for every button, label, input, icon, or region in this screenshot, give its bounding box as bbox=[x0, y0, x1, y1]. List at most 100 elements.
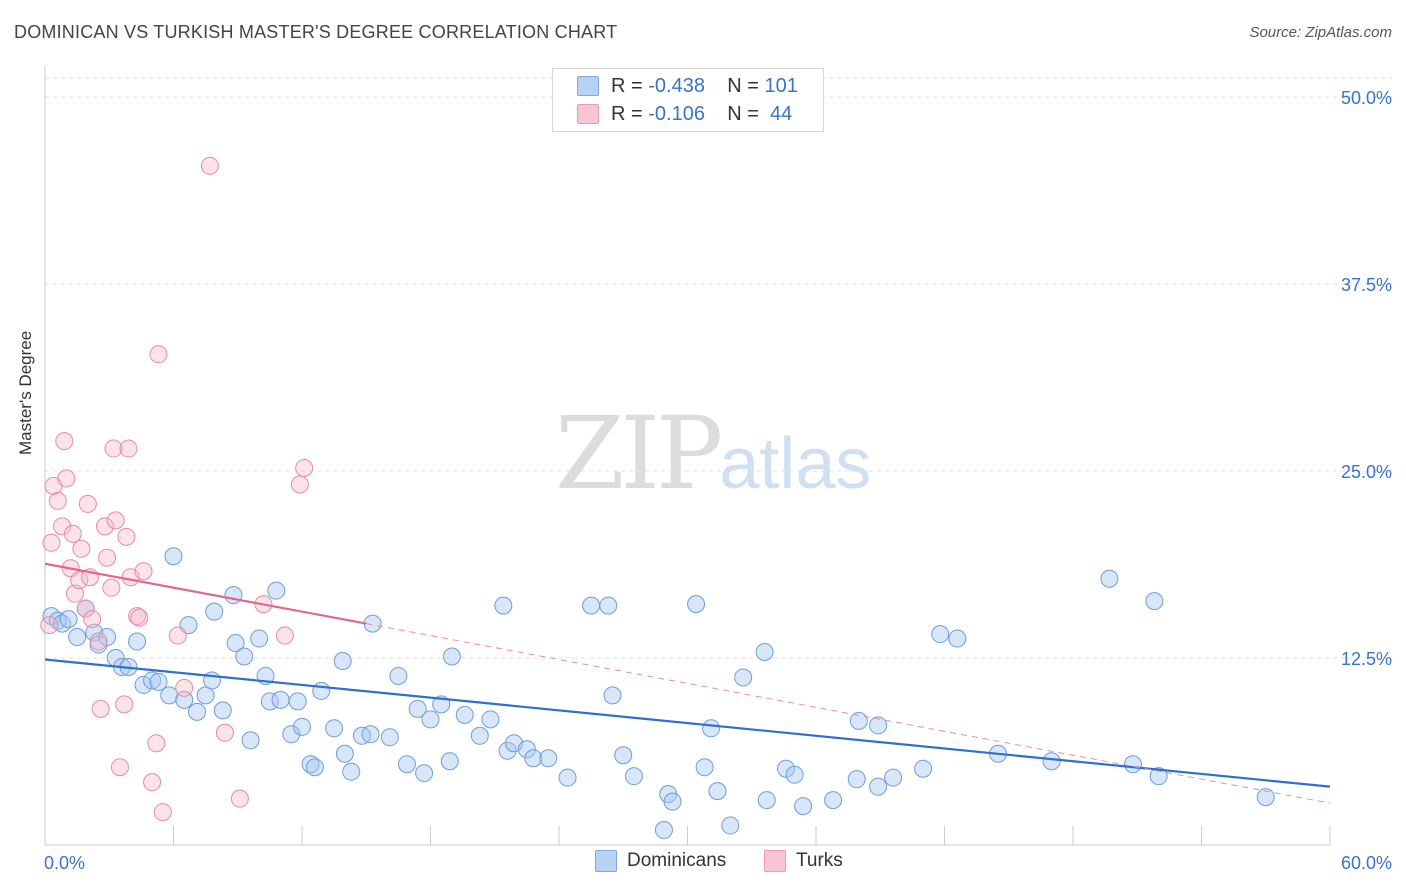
dominican-point bbox=[213, 701, 232, 720]
dominican-point bbox=[325, 719, 344, 738]
dominican-point bbox=[695, 758, 714, 777]
turk-point bbox=[106, 511, 125, 530]
turk-point bbox=[168, 626, 187, 645]
dominican-point bbox=[288, 692, 307, 711]
turk-point bbox=[78, 494, 97, 513]
turk-point bbox=[48, 491, 67, 510]
dominican-point bbox=[757, 791, 776, 810]
turk-point bbox=[91, 699, 110, 718]
dominican-point bbox=[1149, 767, 1168, 786]
dominican-point bbox=[68, 628, 87, 647]
series-label-turks: Turks bbox=[796, 850, 843, 871]
x-tick-label: 0.0% bbox=[44, 853, 85, 873]
dominican-point bbox=[494, 596, 513, 615]
dominican-point bbox=[305, 758, 324, 777]
legend-n-value: 101 bbox=[764, 74, 798, 97]
dominican-point bbox=[599, 596, 618, 615]
legend-swatch-turks bbox=[577, 104, 599, 124]
turk-point bbox=[55, 432, 74, 451]
dominican-point bbox=[582, 596, 601, 615]
turk-point bbox=[102, 578, 121, 597]
dominican-point bbox=[226, 634, 245, 653]
dominican-point bbox=[282, 725, 301, 744]
dominican-trend-line bbox=[44, 658, 1331, 788]
dominican-point bbox=[914, 759, 933, 778]
turk-point bbox=[53, 517, 72, 536]
dominican-point bbox=[408, 699, 427, 718]
dominican-point bbox=[702, 719, 721, 738]
turk-point bbox=[119, 439, 138, 458]
legend-n-label: N = bbox=[727, 74, 759, 97]
chart-title: DOMINICAN VS TURKISH MASTER'S DEGREE COR… bbox=[14, 22, 618, 42]
series-swatch-dominicans bbox=[595, 850, 617, 872]
turk-point bbox=[230, 789, 249, 808]
dominican-point bbox=[824, 791, 843, 810]
dominican-point bbox=[948, 629, 967, 648]
turk-point bbox=[147, 734, 166, 753]
turk-point bbox=[130, 608, 149, 627]
y-axis-label: Master's Degree bbox=[16, 330, 35, 455]
dominican-point bbox=[98, 628, 117, 647]
dominican-point bbox=[134, 675, 153, 694]
dominican-point bbox=[847, 770, 866, 789]
turk-point bbox=[215, 723, 234, 742]
dominican-point bbox=[734, 668, 753, 687]
dominican-point bbox=[603, 686, 622, 705]
dominican-point bbox=[293, 717, 311, 736]
watermark-zip: ZIP bbox=[555, 395, 723, 512]
series-legend-turks[interactable]: Turks bbox=[764, 850, 843, 872]
dominican-point bbox=[205, 602, 224, 621]
legend-row-dominicans: R = -0.438 N = 101 bbox=[577, 73, 798, 99]
dominican-point bbox=[267, 581, 286, 600]
turk-point bbox=[275, 626, 294, 645]
dominican-point bbox=[342, 762, 361, 781]
turk-point bbox=[153, 803, 172, 822]
dominican-point bbox=[498, 741, 517, 760]
dominican-point bbox=[333, 651, 352, 670]
dominican-point bbox=[869, 777, 888, 796]
legend-r-label: R = bbox=[611, 102, 643, 125]
y-tick-label: 50.0% bbox=[1341, 88, 1392, 108]
dominican-point bbox=[188, 702, 207, 721]
dominican-point bbox=[235, 647, 254, 666]
dominican-point bbox=[335, 744, 354, 763]
legend-r-value: -0.438 bbox=[648, 74, 705, 97]
dominican-point bbox=[654, 821, 673, 840]
legend-n-value: 44 bbox=[770, 102, 793, 125]
dominican-point bbox=[271, 690, 290, 709]
series-label-dominicans: Dominicans bbox=[627, 850, 727, 871]
dominican-point bbox=[539, 749, 558, 768]
turk-point bbox=[110, 758, 129, 777]
dominican-point bbox=[415, 764, 434, 783]
source-label: Source: ZipAtlas.com bbox=[1249, 24, 1392, 41]
dominican-point bbox=[59, 610, 78, 629]
dominican-point bbox=[470, 726, 489, 745]
y-tick-label: 37.5% bbox=[1341, 275, 1392, 295]
turk-point bbox=[95, 517, 114, 536]
turk-point bbox=[40, 616, 59, 635]
turk-point bbox=[76, 599, 95, 618]
dominican-point bbox=[42, 607, 61, 626]
dominican-point bbox=[143, 671, 162, 690]
y-tick-label: 12.5% bbox=[1341, 649, 1392, 669]
series-legend-dominicans[interactable]: Dominicans bbox=[595, 850, 726, 872]
dominican-point bbox=[794, 797, 813, 816]
dominican-point bbox=[241, 731, 260, 750]
turk-point bbox=[115, 695, 134, 714]
dominican-point bbox=[421, 710, 440, 729]
turk-point bbox=[72, 539, 91, 558]
dominican-point bbox=[389, 666, 408, 685]
dominican-point bbox=[128, 632, 147, 651]
dominican-point bbox=[1145, 592, 1164, 611]
dominican-point bbox=[455, 705, 474, 724]
correlation-legend: R = -0.438 N = 101 R = -0.106 N = 44 bbox=[552, 68, 824, 132]
watermark: ZIPatlas bbox=[555, 395, 871, 512]
dominican-point bbox=[517, 740, 536, 759]
dominican-point bbox=[869, 716, 888, 735]
dominican-point bbox=[524, 749, 543, 768]
legend-swatch-dominicans bbox=[577, 76, 599, 96]
legend-r-label: R = bbox=[611, 74, 643, 97]
dominican-point bbox=[755, 643, 774, 662]
dominican-point bbox=[558, 768, 577, 787]
